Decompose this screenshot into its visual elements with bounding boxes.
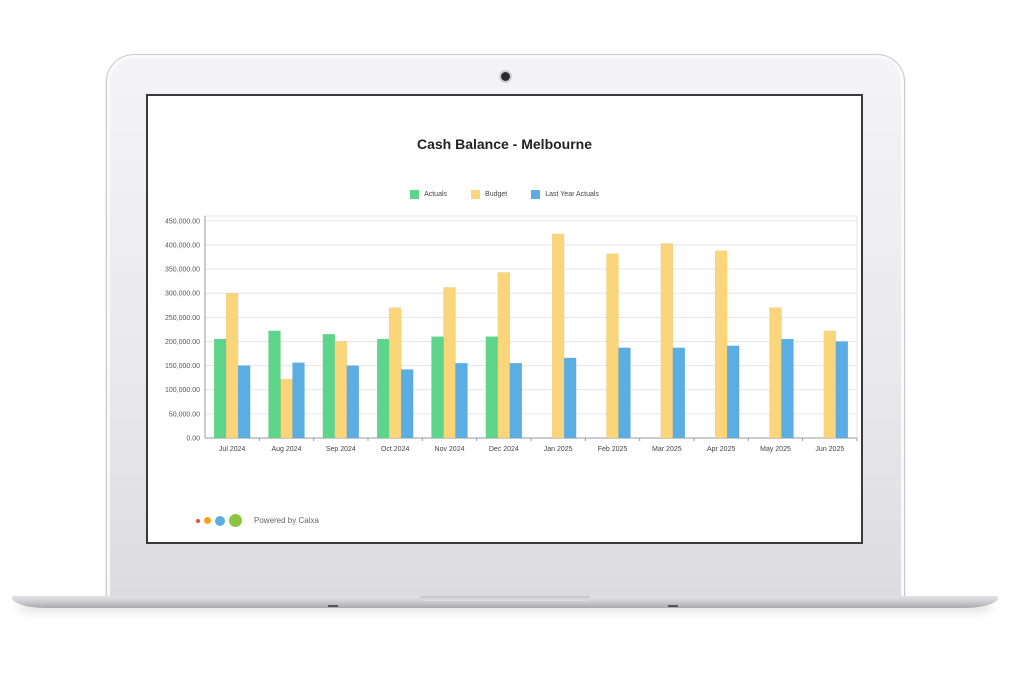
bar-last-year-actuals: [509, 362, 523, 439]
webcam-icon: [501, 72, 510, 81]
laptop-foot-left: [328, 605, 338, 607]
laptop-foot-right: [668, 605, 678, 607]
y-tick-label: 300,000.00: [165, 291, 200, 298]
bar-last-year-actuals: [563, 357, 577, 439]
bar-budget: [551, 233, 565, 439]
x-tick-label: May 2025: [760, 446, 791, 453]
bar-budget: [769, 307, 782, 439]
y-tick-label: 50,000.00: [169, 411, 200, 418]
bar-last-year-actuals: [455, 362, 468, 439]
bar-actuals: [376, 338, 390, 439]
y-tick-label: 0.00: [186, 436, 200, 443]
x-tick-label: Sep 2024: [326, 446, 356, 453]
x-tick-label: Aug 2024: [272, 446, 302, 453]
chart-legend: Actuals Budget Last Year Actuals: [148, 190, 861, 199]
laptop-hinge-notch: [420, 596, 590, 601]
y-tick-label: 250,000.00: [165, 315, 200, 322]
calxa-logo-dot-orange: [204, 517, 211, 524]
calxa-logo-dot-red: [196, 518, 200, 523]
bar-budget: [714, 250, 728, 439]
legend-label-actuals: Actuals: [424, 191, 448, 198]
bar-budget: [823, 330, 837, 439]
legend-swatch-last-year-actuals: [531, 190, 541, 199]
y-tick-label: 400,000.00: [165, 242, 200, 249]
bar-budget: [388, 307, 402, 439]
bar-budget: [497, 272, 511, 439]
bar-budget: [606, 253, 619, 439]
calxa-logo-dot-blue: [215, 515, 225, 526]
x-tick-label: Nov 2024: [435, 446, 465, 453]
legend-item-budget[interactable]: Budget: [471, 190, 507, 199]
bar-last-year-actuals: [672, 347, 686, 439]
x-tick-label: Feb 2025: [598, 446, 628, 453]
y-tick-label: 150,000.00: [165, 363, 200, 370]
legend-item-last-year-actuals[interactable]: Last Year Actuals: [531, 190, 599, 199]
bar-last-year-actuals: [781, 338, 794, 439]
x-tick-label: Jun 2025: [815, 446, 844, 453]
x-tick-label: Oct 2024: [381, 446, 410, 453]
y-tick-label: 100,000.00: [165, 387, 200, 394]
bar-budget: [660, 243, 674, 439]
bar-last-year-actuals: [618, 347, 631, 439]
bar-last-year-actuals: [835, 341, 849, 439]
bar-chart: 0.00 50,000.00 100,000.00 150,000.00 200,000…: [165, 215, 858, 453]
powered-by-calxa[interactable]: Powered by Calxa: [196, 514, 319, 527]
bar-budget: [280, 378, 293, 439]
x-tick-label: Jan 2025: [544, 446, 573, 453]
calxa-logo-dot-green: [229, 514, 242, 527]
chart-title: Cash Balance - Melbourne: [416, 136, 593, 152]
bar-last-year-actuals: [346, 365, 360, 439]
laptop-screen: Cash Balance - Melbourne Actuals Budget …: [146, 94, 863, 544]
bar-actuals: [268, 330, 281, 439]
bar-last-year-actuals: [292, 362, 305, 439]
bar-budget: [443, 287, 456, 439]
bar-budget: [334, 341, 348, 439]
bar-actuals: [322, 333, 336, 439]
legend-swatch-budget: [471, 190, 481, 199]
bar-actuals: [213, 338, 227, 439]
legend-label-budget: Budget: [485, 191, 508, 198]
bar-actuals: [431, 336, 444, 439]
powered-by-label: Powered by Calxa: [254, 516, 319, 525]
laptop-base: [12, 596, 998, 608]
bar-last-year-actuals: [400, 369, 414, 439]
bar-last-year-actuals: [726, 345, 740, 439]
legend-label-last-year-actuals: Last Year Actuals: [545, 191, 599, 198]
bar-budget: [225, 292, 239, 439]
y-tick-label: 200,000.00: [165, 339, 200, 346]
legend-swatch-actuals: [410, 190, 420, 199]
x-tick-label: Apr 2025: [707, 446, 736, 453]
x-tick-label: Mar 2025: [652, 446, 682, 453]
bar-actuals: [485, 336, 499, 439]
x-tick-label: Jul 2024: [219, 446, 246, 453]
bar-last-year-actuals: [237, 365, 251, 439]
y-tick-label: 450,000.00: [165, 218, 200, 225]
x-tick-label: Dec 2024: [489, 446, 519, 453]
y-tick-label: 350,000.00: [165, 267, 200, 274]
legend-item-actuals[interactable]: Actuals: [410, 190, 447, 199]
